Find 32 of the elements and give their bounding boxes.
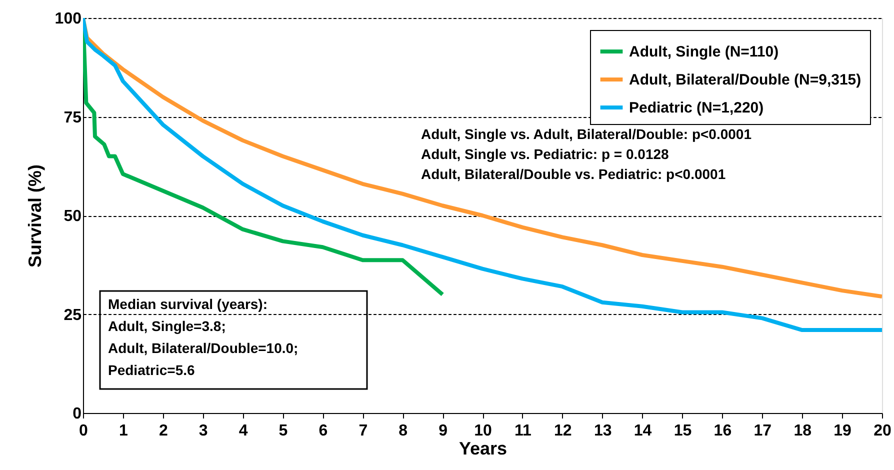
x-tick-label: 5 (278, 422, 288, 440)
x-tick-label: 1 (118, 422, 128, 440)
x-tick-label: 16 (714, 422, 732, 440)
x-tick-label: 13 (594, 422, 612, 440)
legend-label: Adult, Single (N=110) (629, 44, 779, 60)
y-tick-label: 100 (54, 10, 82, 28)
x-tick-label: 12 (554, 422, 572, 440)
x-tick-label: 10 (474, 422, 492, 440)
x-tick-label: 2 (158, 422, 168, 440)
x-tick-label: 14 (634, 422, 652, 440)
legend-label: Pediatric (N=1,220) (629, 100, 764, 116)
annotation: Median survival (years): Adult, Single=3.8; Adult, Bilateral/Double=10.0; Pediatric=5.6 (108, 296, 298, 378)
x-tick-label: 17 (754, 422, 772, 440)
y-tick-label: 50 (64, 208, 82, 225)
x-tick-label: 7 (358, 422, 368, 440)
annotation: Adult, Single vs. Adult, Bilateral/Double: p<0.0001 Adult, Single vs. Pediatric: p = 0.0128 Adult, Bilateral/Double vs. Pediatric: p<0.0001 (421, 126, 752, 182)
x-tick-label: 19 (834, 422, 852, 440)
y-axis-title: Survival (%) (24, 164, 45, 268)
x-tick-label: 15 (674, 422, 692, 440)
y-tick-label: 25 (64, 306, 82, 324)
x-tick-label: 4 (238, 422, 248, 440)
x-tick-label: 11 (514, 422, 532, 440)
x-axis-title: Years (458, 438, 508, 458)
x-tick-label: 3 (198, 422, 208, 440)
legend-label: Adult, Bilateral/Double (N=9,315) (629, 72, 862, 88)
x-tick-label: 20 (874, 422, 892, 440)
y-tick-label: 75 (64, 109, 82, 126)
x-tick-label: 18 (794, 422, 812, 440)
x-tick-label: 6 (318, 422, 328, 440)
x-tick-label: 9 (438, 422, 448, 440)
y-tick-label: 0 (72, 406, 82, 422)
x-tick-label: 8 (398, 422, 408, 440)
